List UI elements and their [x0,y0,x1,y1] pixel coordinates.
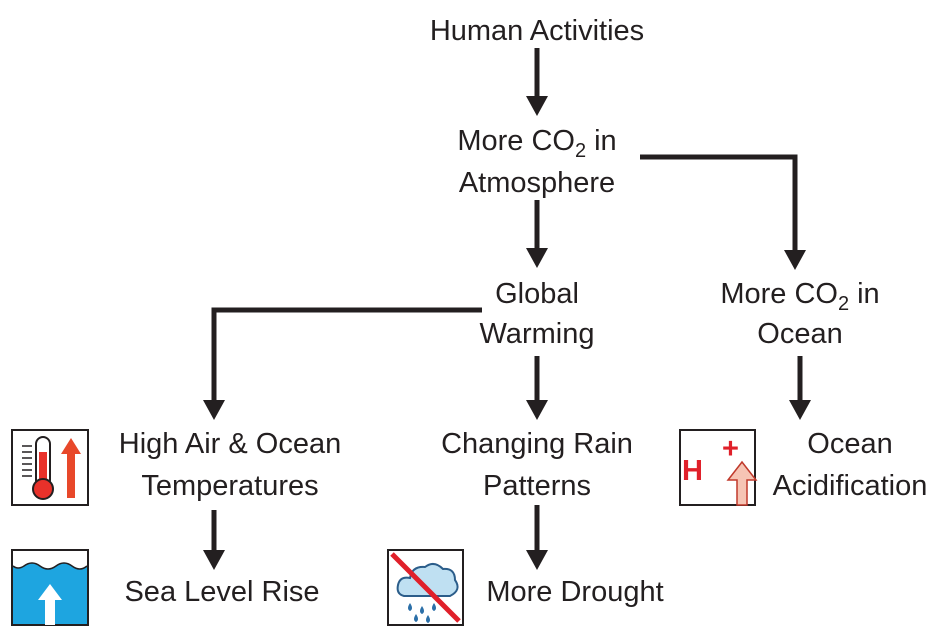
acid-symbol: H [682,455,703,487]
arrow-head [526,248,548,268]
arrow-head [789,400,811,420]
node-label: Patterns [483,470,591,502]
node-label: Ocean [807,428,892,460]
label-part: More CO [457,125,575,157]
subscript: 2 [575,140,586,162]
node-label: Temperatures [141,470,318,502]
label-part: in [857,278,880,310]
node-label: High Air & Ocean [119,428,341,460]
node-label: Global [495,278,579,310]
arrow [211,307,482,402]
node-label: Changing Rain [441,428,633,460]
label-part: in [594,125,617,157]
acid-charge: + [722,433,739,465]
arrow-head [526,550,548,570]
arrow-head [526,96,548,116]
node-label: More Drought [486,576,663,608]
label-part: More CO [720,278,838,310]
node-label: More CO2 in [457,125,616,162]
arrows [203,48,811,570]
arrow-head [203,400,225,420]
node-label: Sea Level Rise [124,576,319,608]
drought-icon [387,549,464,626]
node-label: Atmosphere [459,167,615,199]
acid-icon: H + [679,429,758,506]
node-label: Acidification [773,470,928,502]
node-label: Warming [480,318,595,350]
sea-level-icon [11,549,89,626]
arrow-head [203,550,225,570]
node-label: Human Activities [430,15,644,47]
node-label: More CO2 in [720,278,879,315]
subscript: 2 [838,293,849,315]
arrow-head [526,400,548,420]
arrow [640,154,798,252]
thermometer-icon [11,429,89,506]
node-label: Ocean [757,318,842,350]
arrow-head [784,250,806,270]
